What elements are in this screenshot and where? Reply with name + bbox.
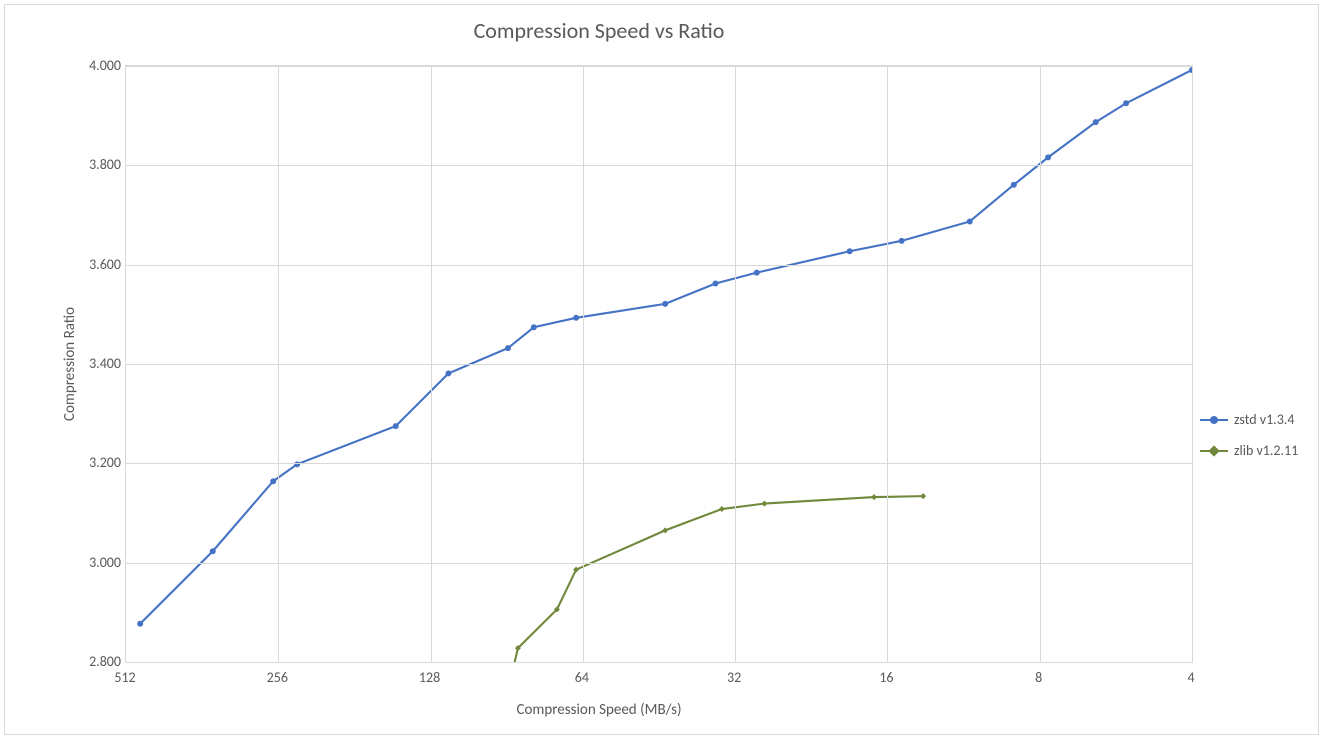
data-point: [445, 370, 451, 376]
circle-icon: [1210, 416, 1218, 424]
y-tick-label: 2.800: [75, 653, 121, 670]
legend-swatch: [1200, 444, 1228, 458]
data-point: [573, 567, 579, 573]
legend-swatch: [1200, 413, 1228, 427]
data-point: [662, 301, 668, 307]
data-point: [531, 324, 537, 330]
data-point: [967, 218, 973, 224]
data-point: [1123, 100, 1129, 106]
x-tick-label: 32: [704, 669, 764, 686]
plot-area: zstd v1.3.4 zlib v1.2.11: [125, 65, 1193, 663]
y-tick-label: 4.000: [75, 57, 121, 74]
y-tick-label: 3.800: [75, 156, 121, 173]
data-point: [393, 423, 399, 429]
y-tick-label: 3.000: [75, 554, 121, 571]
y-tick-label: 3.200: [75, 454, 121, 471]
x-tick-label: 64: [552, 669, 612, 686]
gridline-horizontal: [126, 364, 1192, 365]
data-point: [1093, 119, 1099, 125]
data-point: [1045, 154, 1051, 160]
data-point: [847, 248, 853, 254]
x-tick-label: 4: [1161, 669, 1221, 686]
legend-item-zstd: zstd v1.3.4: [1200, 411, 1318, 428]
data-point: [719, 506, 725, 512]
series-line-1: [508, 496, 923, 662]
data-point: [210, 548, 216, 554]
data-point: [712, 281, 718, 287]
gridline-horizontal: [126, 66, 1192, 67]
data-point: [270, 478, 276, 484]
data-point: [573, 315, 579, 321]
data-point: [754, 270, 760, 276]
x-tick-label: 256: [247, 669, 307, 686]
gridline-horizontal: [126, 165, 1192, 166]
series-line-0: [140, 70, 1192, 624]
data-point: [515, 645, 521, 651]
gridline-horizontal: [126, 463, 1192, 464]
legend: zstd v1.3.4 zlib v1.2.11: [1200, 411, 1318, 473]
data-point: [761, 501, 767, 507]
x-axis-title: Compression Speed (MB/s): [5, 701, 1193, 719]
gridline-vertical: [1192, 66, 1193, 662]
chart-frame: Compression Speed vs Ratio Compression R…: [4, 4, 1319, 735]
data-point: [899, 238, 905, 244]
gridline-horizontal: [126, 563, 1192, 564]
data-point: [920, 493, 926, 499]
legend-label: zlib v1.2.11: [1234, 442, 1298, 459]
data-point: [1011, 182, 1017, 188]
x-tick-label: 128: [400, 669, 460, 686]
legend-item-zlib: zlib v1.2.11: [1200, 442, 1318, 459]
data-point: [505, 345, 511, 351]
chart-title: Compression Speed vs Ratio: [5, 17, 1193, 44]
x-tick-label: 8: [1009, 669, 1069, 686]
diamond-icon: [1208, 445, 1219, 456]
data-point: [554, 606, 560, 612]
y-tick-label: 3.400: [75, 355, 121, 372]
y-tick-label: 3.600: [75, 256, 121, 273]
gridline-horizontal: [126, 265, 1192, 266]
data-point: [662, 527, 668, 533]
x-tick-label: 512: [95, 669, 155, 686]
data-point: [137, 621, 143, 627]
data-point: [871, 494, 877, 500]
x-tick-label: 16: [856, 669, 916, 686]
legend-label: zstd v1.3.4: [1234, 411, 1294, 428]
